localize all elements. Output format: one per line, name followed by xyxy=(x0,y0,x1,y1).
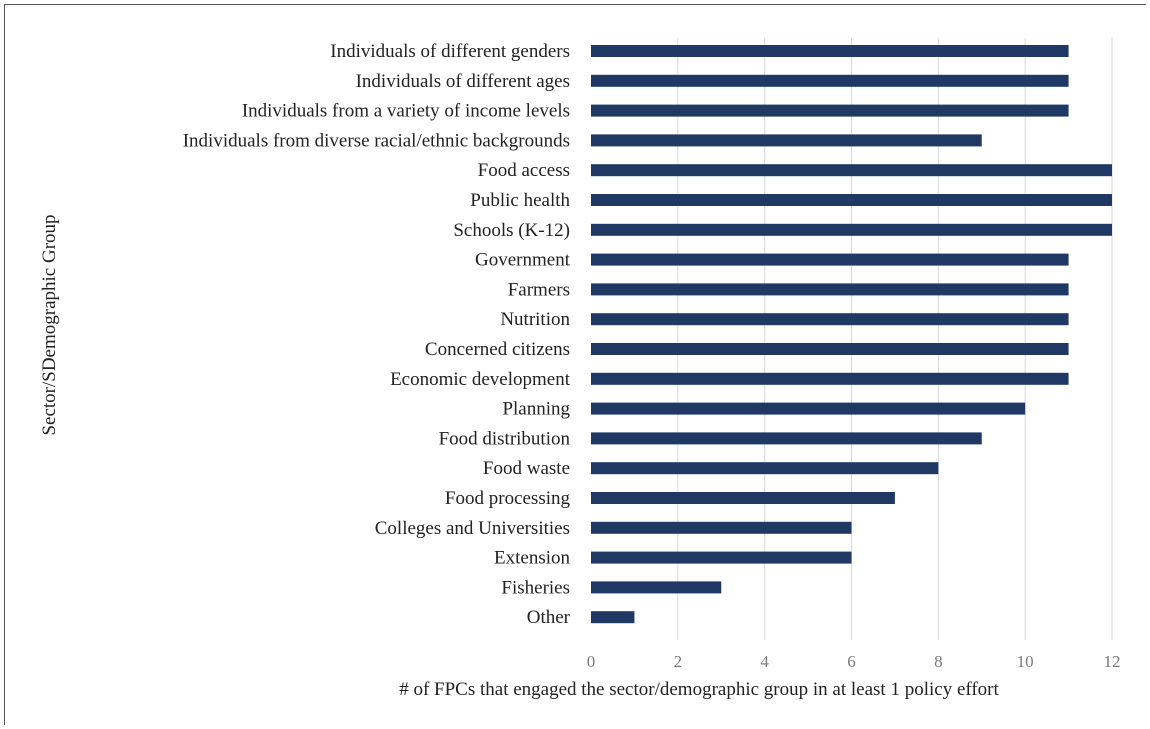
x-tick-label: 8 xyxy=(934,652,943,671)
bar xyxy=(591,134,982,147)
bar xyxy=(591,372,1069,385)
bar xyxy=(591,104,1069,117)
category-label: Individuals of different genders xyxy=(330,41,570,62)
category-labels: Individuals of different genders Individu… xyxy=(183,41,571,628)
bar xyxy=(591,194,1112,206)
category-label: Individuals from diverse racial/ethnic b… xyxy=(183,130,570,151)
category-label: Individuals of different ages xyxy=(356,71,570,92)
category-label: Farmers xyxy=(508,279,570,300)
x-tick-label: 4 xyxy=(760,652,769,671)
category-label: Economic development xyxy=(390,369,571,390)
bar xyxy=(591,402,1026,415)
category-label: Food processing xyxy=(445,488,571,509)
bar xyxy=(591,164,1112,177)
category-label: Public health xyxy=(470,190,570,211)
x-tick-label: 10 xyxy=(1017,652,1034,671)
category-label: Individuals from a variety of income lev… xyxy=(242,101,570,122)
bar xyxy=(591,521,852,534)
bar xyxy=(591,581,722,594)
bar xyxy=(591,45,1069,57)
bar xyxy=(591,432,982,445)
x-axis-title: # of FPCs that engaged the sector/demogr… xyxy=(399,679,999,700)
bars xyxy=(591,45,1112,624)
x-tick-label: 2 xyxy=(674,652,683,671)
chart-frame xyxy=(4,4,1146,725)
bar xyxy=(591,253,1069,266)
category-label: Food distribution xyxy=(439,428,571,449)
category-label: Food access xyxy=(478,160,570,181)
bar xyxy=(591,283,1069,296)
bar xyxy=(591,492,895,504)
bar xyxy=(591,343,1069,355)
category-label: Food waste xyxy=(483,458,570,479)
bar xyxy=(591,462,939,475)
category-label: Schools (K-12) xyxy=(453,220,570,241)
bar xyxy=(591,313,1069,326)
gridlines xyxy=(677,38,1113,640)
y-axis-title: Sector/SDemographic Group xyxy=(39,214,60,435)
category-label: Other xyxy=(527,607,571,628)
bar xyxy=(591,223,1112,236)
category-label: Extension xyxy=(494,548,570,569)
x-tick-label: 0 xyxy=(587,652,596,671)
bar xyxy=(591,74,1069,87)
bar xyxy=(591,611,635,624)
category-label: Fisheries xyxy=(501,577,570,598)
x-tick-label: 12 xyxy=(1104,652,1121,671)
category-label: Concerned citizens xyxy=(425,339,570,360)
category-label: Government xyxy=(475,250,571,271)
category-label: Nutrition xyxy=(500,309,570,330)
category-label: Planning xyxy=(502,399,570,420)
category-label: Colleges and Universities xyxy=(375,518,570,539)
bar xyxy=(591,551,852,564)
x-tick-labels: 0 2 4 6 8 10 12 xyxy=(587,652,1121,671)
x-tick-label: 6 xyxy=(847,652,856,671)
